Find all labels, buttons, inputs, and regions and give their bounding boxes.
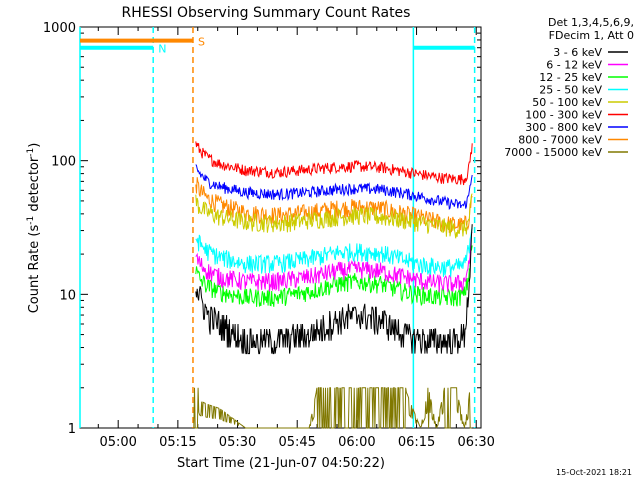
y-axis-label: Count Rate (s-1 detector-1) [26, 143, 42, 314]
annotation-span-label: S [198, 36, 205, 49]
annotation-span-label: N [158, 43, 166, 56]
y-tick-label: 1 [68, 422, 76, 437]
series-line [195, 224, 473, 355]
legend-entry-label: 25 - 50 keV [539, 84, 602, 97]
legend-header-line2: FDecim 1, Att 0 [549, 29, 634, 42]
legend-entry-label: 6 - 12 keV [546, 59, 602, 72]
y-tick-label: 10 [59, 288, 76, 303]
legend-entry-label: 300 - 800 keV [525, 121, 602, 134]
series-line [195, 193, 473, 239]
chart-title: RHESSI Observing Summary Count Rates [122, 5, 411, 21]
x-tick-label: 05:45 [278, 435, 315, 450]
x-tick-label: 05:30 [219, 435, 256, 450]
plot-layer: 1 10 100 1000 05:00 05:15 05:30 05:45 06:00 06:15… [43, 21, 495, 450]
y-tick-label: 1000 [43, 21, 76, 36]
x-tick-label: 05:15 [159, 435, 196, 450]
y-axis-label-sup1: -1 [26, 216, 36, 225]
legend-entry-label: 100 - 300 keV [525, 109, 602, 122]
y-axis-label-part3: ) [27, 143, 42, 148]
legend-entry-label: 12 - 25 keV [539, 71, 602, 84]
y-axis-label-part1: Count Rate (s [27, 225, 42, 314]
series-line [195, 231, 473, 293]
legend-entry-label: 3 - 6 keV [553, 46, 602, 59]
series-line [195, 141, 473, 186]
series-line [193, 387, 472, 429]
series-line [195, 227, 473, 277]
x-tick-label: 06:30 [457, 435, 494, 450]
y-tick-label: 100 [51, 155, 76, 170]
series-line [195, 245, 473, 307]
legend-header-line1: Det 1,3,4,5,6,9, [548, 16, 634, 29]
series-line [195, 177, 473, 233]
legend-entry-label: 50 - 100 keV [532, 96, 602, 109]
x-tick-label: 05:00 [99, 435, 136, 450]
footer-timestamp: 15-Oct-2021 18:21 [556, 468, 632, 477]
legend-entry-label: 7000 - 15000 keV [504, 146, 602, 159]
x-axis-label: Start Time (21-Jun-07 04:50:22) [177, 456, 385, 471]
x-tick-label: 06:00 [338, 435, 375, 450]
x-tick-label: 06:15 [398, 435, 435, 450]
y-axis-label-sup2: -1 [26, 148, 36, 157]
y-axis-label-part2: detector [27, 156, 42, 216]
series-line [195, 164, 473, 211]
legend-entry-label: 800 - 7000 keV [518, 134, 602, 147]
